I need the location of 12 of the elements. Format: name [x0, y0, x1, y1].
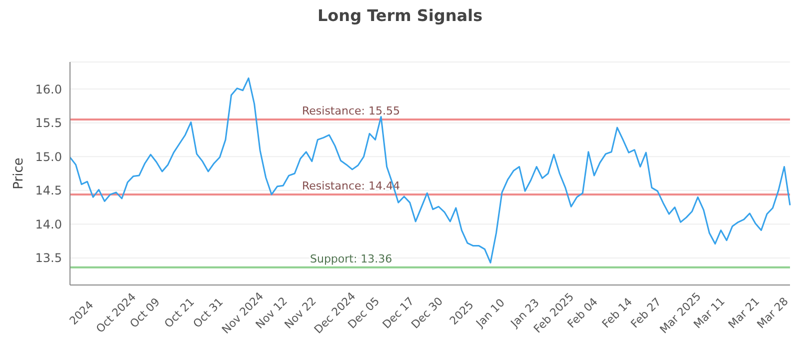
y-tick-label: 15.0 — [35, 150, 62, 164]
chart-title: Long Term Signals — [316, 6, 484, 27]
y-axis-title: Price — [12, 158, 27, 190]
x-tick-label: Jan 10 — [472, 296, 508, 330]
ref-line-label: Support: 13.36 — [310, 252, 392, 266]
y-tick-label: 15.5 — [35, 116, 62, 130]
y-tick-label: 14.0 — [35, 217, 62, 232]
y-tick-label: 16.0 — [35, 82, 62, 96]
line-series — [69, 77, 791, 264]
ref-line-label: Resistance: 15.55 — [302, 104, 400, 118]
y-tick-label: 13.5 — [35, 251, 62, 266]
y-tick-label: 14.5 — [35, 184, 62, 198]
